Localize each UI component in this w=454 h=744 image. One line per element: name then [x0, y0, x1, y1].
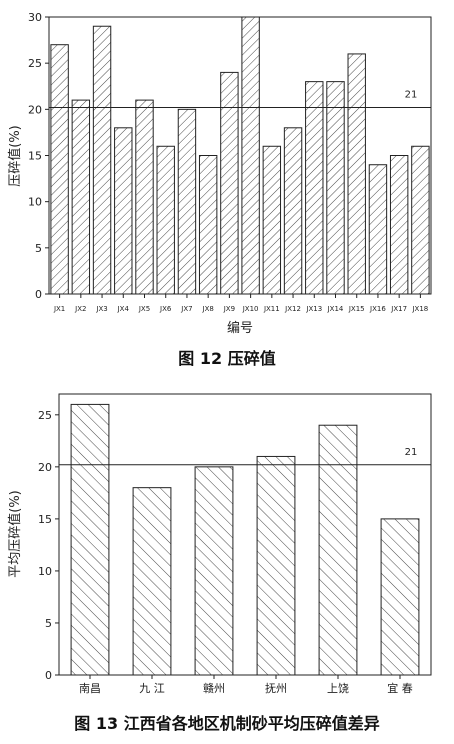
bar — [262, 145, 282, 295]
y-tick-label: 10 — [38, 565, 52, 578]
x-tick-label: JX8 — [202, 305, 214, 313]
bar — [389, 155, 409, 295]
chart-2-reference-label: 21 — [405, 447, 418, 458]
bar — [326, 81, 345, 295]
chart-2-y-axis-title: 平均压碎值(%) — [7, 490, 23, 578]
chart-2-plot-frame — [58, 393, 432, 676]
x-tick-label: JX18 — [411, 305, 428, 313]
bar — [256, 455, 296, 676]
x-tick-label: 南昌 — [79, 682, 101, 695]
bar — [114, 127, 133, 295]
y-tick-label: 15 — [28, 150, 42, 163]
bar — [241, 16, 260, 295]
x-tick-label: 上饶 — [327, 682, 349, 695]
x-tick-label: 抚州 — [265, 681, 287, 695]
x-tick-label: JX16 — [369, 305, 386, 313]
bar — [70, 403, 110, 676]
y-tick-label: 5 — [35, 242, 42, 255]
y-tick-label: 25 — [28, 57, 42, 70]
bar — [380, 518, 420, 676]
chart-1-y-axis-title: 压碎值(%) — [7, 125, 23, 187]
bar — [305, 81, 324, 295]
x-tick-label: JX9 — [223, 305, 235, 313]
x-tick-label: 宜 春 — [387, 681, 413, 695]
x-tick-label: JX5 — [138, 305, 150, 313]
y-tick-label: 25 — [38, 409, 52, 422]
x-tick-label: JX6 — [159, 305, 172, 313]
y-tick-label: 30 — [28, 11, 42, 24]
bar — [71, 99, 91, 295]
x-tick-label: JX11 — [263, 305, 280, 313]
x-tick-label: JX13 — [305, 305, 322, 313]
y-tick-label: 10 — [28, 196, 42, 209]
bar — [135, 99, 154, 295]
x-tick-label: JX2 — [74, 305, 86, 313]
bar — [283, 127, 303, 295]
y-tick-label: 15 — [38, 513, 52, 526]
bar — [318, 424, 358, 676]
bar — [132, 487, 172, 676]
x-tick-label: JX10 — [242, 305, 259, 313]
x-tick-label: 九 江 — [139, 682, 165, 695]
chart-1-reference-label: 21 — [405, 89, 418, 100]
bar — [177, 108, 197, 295]
chart-1: 0 5 10 15 20 25 30 JX1 JX2 JX3 JX4 JX5 JX6 JX7 JX8 JX9… — [7, 11, 432, 368]
bar — [411, 145, 430, 295]
bar — [347, 53, 366, 295]
chart-1-caption: 图 12 压碎值 — [178, 349, 275, 368]
bar — [50, 44, 69, 295]
bar — [92, 25, 112, 295]
x-tick-label: JX17 — [390, 305, 407, 313]
x-tick-label: JX7 — [180, 305, 192, 313]
y-tick-label: 5 — [45, 617, 52, 630]
bar — [156, 145, 175, 295]
chart-1-x-axis-title: 编号 — [227, 321, 253, 336]
bar — [194, 466, 234, 676]
chart-2: 0 5 10 15 20 25 南昌 九 江 赣州 抚州 上饶 宜 春 21 平均压碎值(%) 图 … — [7, 393, 432, 733]
x-tick-label: JX3 — [95, 305, 107, 313]
x-tick-label: 赣州 — [203, 681, 225, 695]
x-tick-label: JX14 — [327, 305, 344, 313]
y-tick-label: 0 — [45, 669, 52, 682]
bar — [368, 164, 388, 295]
x-tick-label: JX4 — [117, 305, 130, 313]
x-tick-label: JX12 — [284, 305, 301, 313]
bar — [198, 155, 218, 295]
x-tick-label: JX1 — [53, 305, 65, 313]
bar — [220, 71, 239, 295]
y-tick-label: 20 — [38, 461, 52, 474]
y-tick-label: 20 — [28, 103, 42, 116]
y-tick-label: 0 — [35, 288, 42, 301]
chart-2-caption: 图 13 江西省各地区机制砂平均压碎值差异 — [74, 714, 379, 733]
x-tick-label: JX15 — [348, 305, 365, 313]
